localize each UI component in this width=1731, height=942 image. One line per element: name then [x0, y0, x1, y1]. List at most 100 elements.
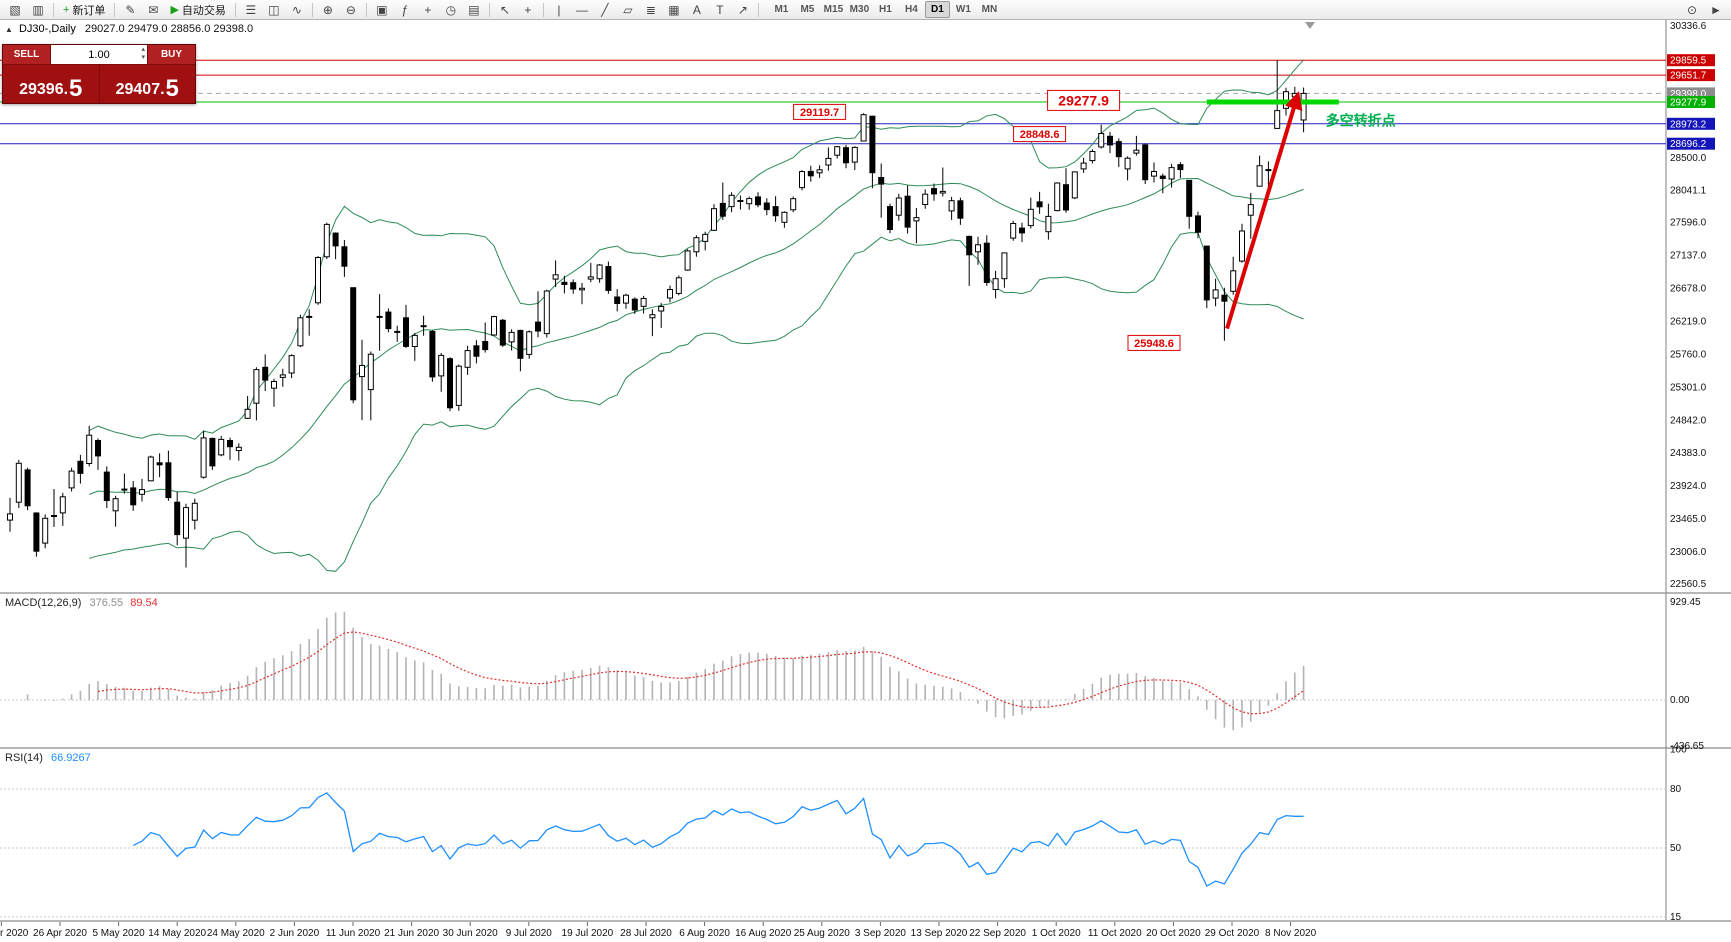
candlestick-series[interactable]	[7, 60, 1307, 568]
volume-decrease-icon[interactable]: ▾	[141, 54, 145, 61]
chart-shift-marker[interactable]	[1305, 22, 1315, 29]
timeframe-toolbar: M1 M5 M15 M30 H1 H4 D1 W1 MN	[769, 1, 1002, 18]
timeframe-m5[interactable]: M5	[800, 4, 815, 15]
svg-text:29859.5: 29859.5	[1670, 56, 1707, 67]
sell-price[interactable]: 29396. 5	[3, 65, 100, 103]
fibonacci-button[interactable]: ≣	[640, 1, 662, 18]
text-button[interactable]: A	[686, 1, 708, 18]
trendline-icon: ╱	[601, 2, 609, 17]
profiles-button[interactable]: ▥	[27, 1, 49, 18]
svg-text:30 Jun 2020: 30 Jun 2020	[443, 928, 498, 939]
toolbar-separator	[311, 2, 313, 17]
svg-text:16 Apr 2020: 16 Apr 2020	[0, 928, 29, 939]
mailbox-button[interactable]: ✉	[142, 1, 164, 18]
search-button[interactable]: ⊙	[1681, 1, 1703, 18]
price-annotation-box	[1127, 334, 1181, 351]
svg-text:28 Jul 2020: 28 Jul 2020	[620, 928, 672, 939]
bar-chart-button[interactable]: ☰	[240, 1, 262, 18]
svg-text:-436.65: -436.65	[1670, 741, 1704, 752]
autotrading-button[interactable]: ▶ 自动交易	[165, 1, 230, 18]
crosshair-icon: +	[524, 2, 532, 17]
candlestick-chart-icon: ◫	[268, 2, 280, 17]
volume-input[interactable]: 1.00 ▴ ▾	[51, 45, 147, 64]
svg-text:29 Oct 2020: 29 Oct 2020	[1205, 928, 1260, 939]
buy-price-value: 29407.	[115, 81, 165, 98]
svg-text:8 Nov 2020: 8 Nov 2020	[1265, 928, 1317, 939]
cursor-button[interactable]: ↖	[494, 1, 516, 18]
toolbar-separator	[757, 2, 759, 17]
line-chart-button[interactable]: ∿	[286, 1, 308, 18]
annotations[interactable]: 29119.7 28848.6 29277.9 25948.6 多空转折点	[793, 89, 1396, 351]
volume-increase-icon[interactable]: ▴	[141, 46, 145, 53]
sell-price-big-digit: 5	[69, 75, 83, 102]
timeframe-m1[interactable]: M1	[774, 4, 789, 15]
timeframe-m15[interactable]: M15	[823, 4, 844, 15]
svg-text:22 Sep 2020: 22 Sep 2020	[969, 928, 1026, 939]
price-scale[interactable]: 30336.6 28500.0 28041.1 27596.0 27137.0 26678…	[1667, 21, 1715, 923]
timeframe-d1[interactable]: D1	[924, 1, 950, 18]
buy-button[interactable]: BUY	[147, 45, 195, 64]
timeframe-h1[interactable]: H1	[879, 4, 892, 15]
equidistant-channel-button[interactable]: ▱	[617, 1, 639, 18]
shapes-button[interactable]: ▦	[663, 1, 685, 18]
buy-price[interactable]: 29407. 5	[100, 65, 196, 103]
text-label-icon: T	[716, 2, 724, 17]
svg-text:25760.0: 25760.0	[1670, 349, 1707, 360]
svg-text:80: 80	[1670, 784, 1682, 795]
candlestick-chart-button[interactable]: ◫	[263, 1, 285, 18]
trendline-button[interactable]: ╱	[594, 1, 616, 18]
text-label-button[interactable]: T	[709, 1, 731, 18]
svg-text:2 Jun 2020: 2 Jun 2020	[270, 928, 320, 939]
svg-text:20 Oct 2020: 20 Oct 2020	[1146, 928, 1201, 939]
sell-button[interactable]: SELL	[3, 45, 51, 64]
add-indicator-button[interactable]: +	[417, 1, 439, 18]
new-order-button[interactable]: + 新订单	[58, 1, 110, 18]
timeframe-w1[interactable]: W1	[955, 4, 971, 15]
price-level-lines[interactable]	[0, 59, 1666, 145]
price-line-label	[1667, 117, 1715, 130]
periods-button[interactable]: ◷	[440, 1, 462, 18]
macd-main-value: 376.55	[89, 597, 124, 609]
zoom-in-button[interactable]: ⊕	[317, 1, 339, 18]
autotrading-icon: ▶	[170, 3, 179, 16]
timeframe-m30[interactable]: M30	[849, 4, 870, 15]
arrows-icon: ↗	[737, 2, 748, 17]
zoom-out-button[interactable]: ⊖	[340, 1, 362, 18]
crosshair-button[interactable]: +	[517, 1, 539, 18]
svg-text:29277.9: 29277.9	[1670, 97, 1707, 108]
macd-signal-line	[97, 631, 1304, 715]
templates-button[interactable]: ▤	[463, 1, 485, 18]
horizontal-line-icon: —	[575, 2, 588, 17]
price-line-label	[1667, 137, 1715, 150]
horizontal-line-button[interactable]: —	[571, 1, 593, 18]
one-click-toggle-icon[interactable]: ▲	[5, 25, 13, 34]
quick-nav-button[interactable]: ►	[1705, 1, 1727, 18]
autotrading-label: 自动交易	[181, 4, 226, 17]
timeframe-mn[interactable]: MN	[981, 4, 998, 15]
periods-icon: ◷	[445, 2, 457, 17]
price-line-label	[1667, 54, 1715, 67]
macd-pane-label: MACD(12,26,9) 376.55 89.54	[5, 597, 158, 609]
macd-histogram	[26, 611, 1305, 731]
price-annotation-text: 29119.7	[800, 107, 839, 119]
svg-text:0.00: 0.00	[1670, 695, 1690, 706]
macd-label: MACD(12,26,9)	[5, 597, 82, 609]
arrows-button[interactable]: ↗	[732, 1, 754, 18]
svg-text:19 Jul 2020: 19 Jul 2020	[562, 928, 614, 939]
svg-text:28696.2: 28696.2	[1670, 139, 1707, 150]
vertical-line-button[interactable]: |	[548, 1, 570, 18]
symbol-period: DJ30-,Daily	[18, 23, 76, 35]
svg-text:30336.6: 30336.6	[1670, 21, 1707, 32]
new-chart-button[interactable]: ▧	[4, 1, 26, 18]
svg-text:26678.0: 26678.0	[1670, 284, 1707, 295]
toolbar-separator	[114, 2, 116, 17]
indicators-button[interactable]: ƒ	[394, 1, 416, 18]
timeframe-h4[interactable]: H4	[905, 4, 918, 15]
tile-windows-button[interactable]: ▣	[371, 1, 393, 18]
metaeditor-button[interactable]: ✎	[119, 1, 141, 18]
indicators-icon: ƒ	[401, 2, 409, 17]
zoom-out-icon: ⊖	[345, 2, 356, 17]
svg-text:25 Aug 2020: 25 Aug 2020	[794, 928, 851, 939]
